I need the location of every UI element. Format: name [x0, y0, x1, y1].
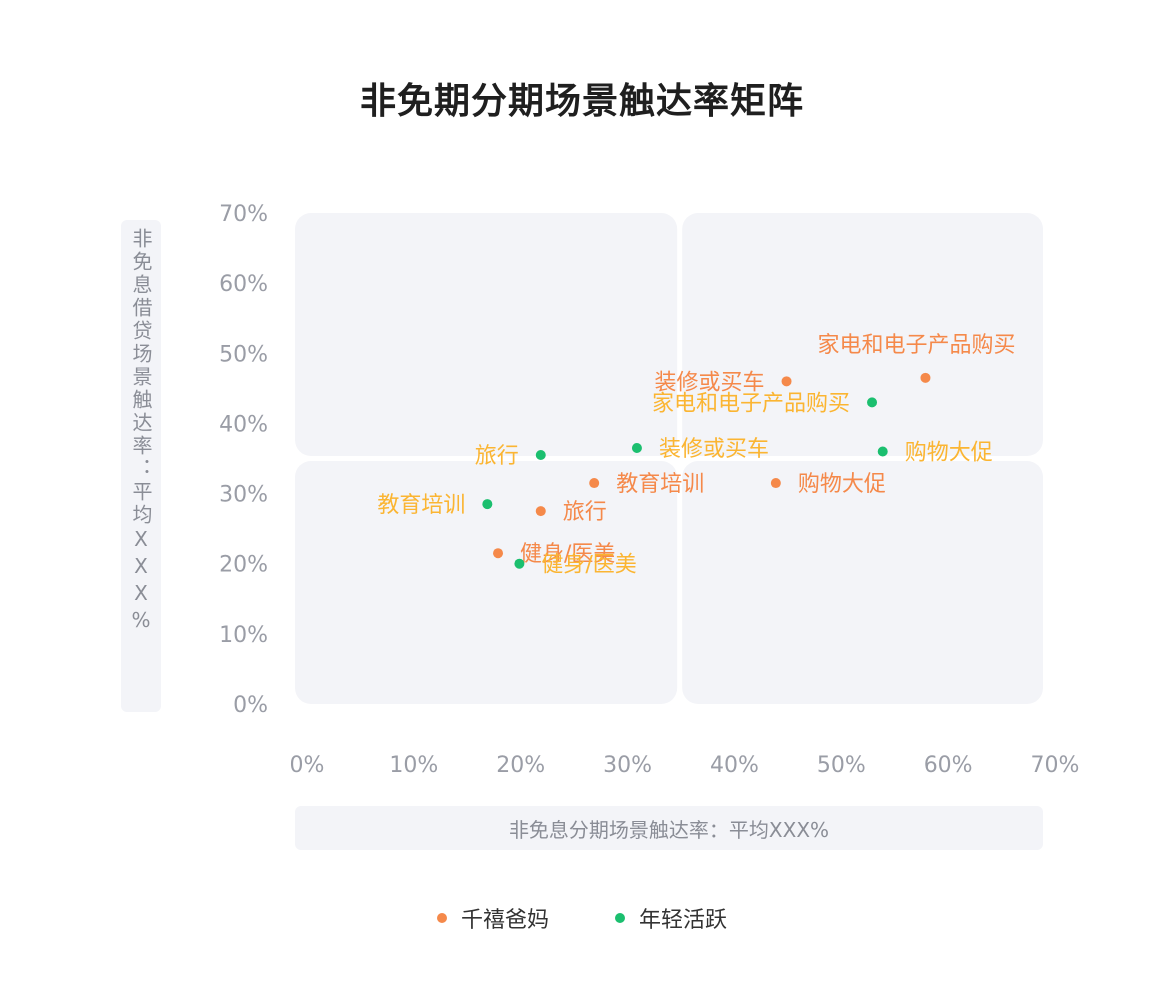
y-tick-label: 70% [219, 202, 268, 227]
x-tick-label: 70% [1031, 753, 1080, 778]
y-tick-label: 40% [219, 412, 268, 437]
x-tick-label: 20% [496, 753, 545, 778]
y-tick-label: 60% [219, 272, 268, 297]
legend-label-series-0: 千禧爸妈 [460, 908, 549, 933]
data-point [535, 449, 546, 460]
data-point [770, 478, 781, 489]
legend: 千禧爸妈 年轻活跃 [0, 902, 1164, 934]
x-tick-label: 50% [817, 753, 866, 778]
data-label: 家电和电子产品购买 [652, 391, 850, 416]
y-tick-label: 30% [219, 483, 268, 508]
quadrant-top-right [682, 213, 1043, 456]
data-label: 家电和电子产品购买 [817, 333, 1015, 358]
y-tick-label: 50% [219, 342, 268, 367]
data-point [482, 499, 493, 510]
y-axis-label-box: 非免息借贷场景触达率：平均XXX% [121, 220, 161, 712]
data-label: 教育培训 [616, 472, 704, 497]
legend-label-series-1: 年轻活跃 [639, 908, 728, 933]
data-label: 装修或买车 [659, 437, 769, 462]
data-point [535, 506, 546, 517]
data-point [781, 376, 792, 387]
data-point [589, 478, 600, 489]
y-tick-label: 20% [219, 553, 268, 578]
x-tick-label: 40% [710, 753, 759, 778]
data-point [514, 558, 525, 569]
quadrant-bottom-left [295, 461, 678, 704]
data-point [631, 442, 642, 453]
legend-marker-series-1 [615, 913, 625, 923]
data-label: 购物大促 [905, 440, 993, 465]
data-point [493, 548, 504, 559]
x-tick-label: 30% [603, 753, 652, 778]
data-label: 旅行 [475, 444, 519, 469]
y-tick-label: 0% [233, 693, 268, 718]
data-label: 教育培训 [377, 493, 465, 518]
data-point [877, 446, 888, 457]
y-axis-label: 非免息借贷场景触达率：平均XXX% [129, 228, 153, 635]
data-label: 健身/医美 [520, 542, 615, 567]
data-label: 旅行 [563, 500, 607, 525]
data-label: 健身/医美 [541, 553, 636, 578]
data-point [920, 372, 931, 383]
x-axis-label-box: 非免息分期场景触达率：平均XXX% [295, 806, 1043, 850]
x-axis-label: 非免息分期场景触达率：平均XXX% [508, 817, 830, 842]
x-tick-label: 60% [924, 753, 973, 778]
y-tick-label: 10% [219, 623, 268, 648]
chart-title: 非免期分期场景触达率矩阵 [359, 81, 804, 122]
data-point [867, 397, 878, 408]
quadrant-top-left [295, 213, 678, 456]
legend-marker-series-0 [436, 913, 447, 923]
x-tick-label: 0% [290, 753, 325, 778]
x-tick-label: 10% [389, 753, 438, 778]
quadrant-bottom-right [682, 461, 1043, 704]
data-label: 购物大促 [798, 472, 886, 497]
data-label: 装修或买车 [655, 370, 765, 395]
legend-item-series-0[interactable]: 千禧爸妈 [436, 902, 549, 934]
legend-item-series-1[interactable]: 年轻活跃 [615, 902, 727, 934]
